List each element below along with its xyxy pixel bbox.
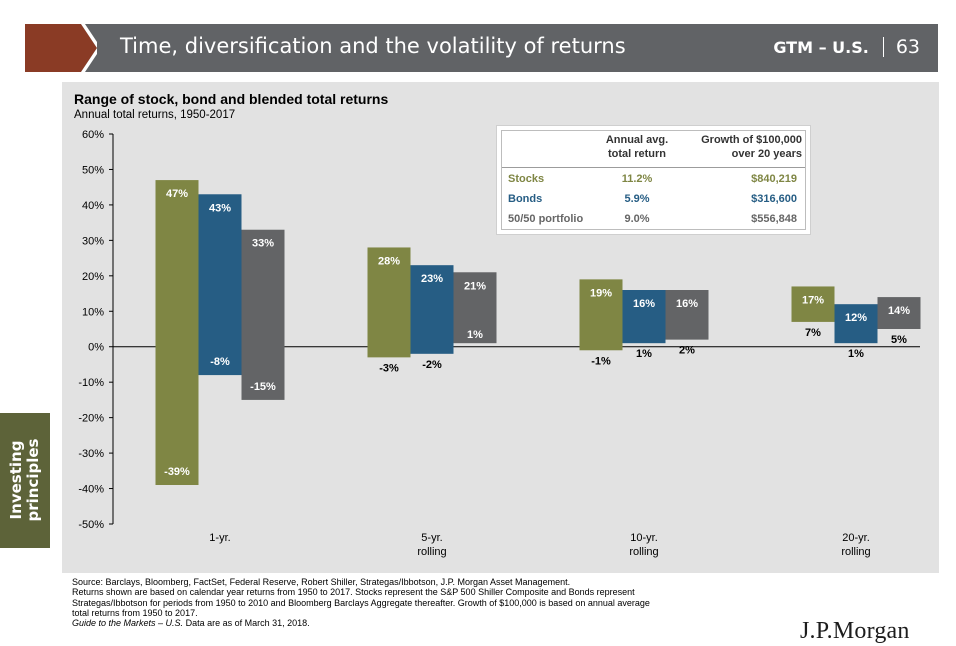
side-tab bbox=[0, 413, 50, 548]
chart-subtitle: Annual total returns, 1950-2017 bbox=[74, 109, 236, 121]
header-annual-return-line1: Annual avg. bbox=[605, 134, 669, 146]
jpmorgan-logo: J.P.Morgan bbox=[800, 618, 910, 644]
bar-high-label: 21% bbox=[464, 280, 486, 292]
bar-bonds bbox=[622, 290, 666, 344]
bar-stocks bbox=[155, 180, 199, 485]
header-right: GTM – U.S. 63 bbox=[773, 36, 920, 58]
bar-low-label: -15% bbox=[250, 381, 276, 393]
bar-low-label: -3% bbox=[379, 362, 399, 374]
header-accent-arrow bbox=[25, 24, 97, 72]
bar-portfolio bbox=[453, 272, 497, 344]
y-tick-label: -10% bbox=[78, 377, 104, 389]
summary-table-inner: Annual avg. total return Growth of $100,… bbox=[501, 130, 806, 230]
x-category-label: 5-yr. bbox=[421, 532, 442, 544]
header-divider bbox=[882, 37, 884, 57]
y-tick-label: -30% bbox=[78, 448, 104, 460]
bar-high-label: 43% bbox=[209, 202, 231, 214]
table-row-bonds: Bonds 5.9% $316,600 bbox=[502, 193, 805, 213]
bar-high-label: 28% bbox=[378, 255, 400, 267]
row-return: 5.9% bbox=[624, 193, 650, 205]
bar-high-label: 16% bbox=[676, 298, 698, 310]
row-name: 50/50 portfolio bbox=[508, 213, 584, 225]
footnote-guide: Guide to the Markets – U.S. bbox=[72, 618, 184, 629]
page-title: Time, diversification and the volatility… bbox=[120, 34, 626, 58]
bar-low-label: -8% bbox=[210, 356, 230, 368]
footnote-line: Source: Barclays, Bloomberg, FactSet, Fe… bbox=[72, 577, 571, 587]
x-category-label: rolling bbox=[417, 546, 446, 558]
y-tick-label: 0% bbox=[88, 342, 104, 354]
bar-portfolio bbox=[877, 297, 921, 329]
y-tick-label: 10% bbox=[82, 306, 104, 318]
gtm-label: GTM – U.S. bbox=[773, 37, 869, 57]
summary-table: Annual avg. total return Growth of $100,… bbox=[497, 126, 810, 234]
bar-low-label: -39% bbox=[164, 466, 190, 478]
header-annual-return-line2: total return bbox=[607, 148, 667, 160]
chart-title: Range of stock, bond and blended total r… bbox=[74, 91, 389, 107]
bar-portfolio bbox=[665, 290, 709, 340]
row-growth: $316,600 bbox=[751, 193, 797, 205]
bar-high-label: 14% bbox=[888, 305, 910, 317]
bar-high-label: 12% bbox=[845, 312, 867, 324]
header-bar bbox=[25, 24, 938, 72]
table-row-portfolio: 50/50 portfolio 9.0% $556,848 bbox=[502, 213, 805, 233]
y-tick-label: 60% bbox=[82, 129, 104, 141]
bar-high-label: 23% bbox=[421, 273, 443, 285]
y-tick-label: 40% bbox=[82, 200, 104, 212]
bar-high-label: 16% bbox=[633, 298, 655, 310]
bar-low-label: 5% bbox=[891, 334, 907, 346]
bar-high-label: 19% bbox=[590, 287, 612, 299]
bar-bonds bbox=[198, 194, 242, 376]
bar-low-label: -1% bbox=[591, 355, 611, 367]
header-growth-line1: Growth of $100,000 bbox=[701, 134, 802, 146]
bar-low-label: 1% bbox=[467, 329, 483, 341]
bar-portfolio bbox=[241, 229, 285, 400]
bar-bonds bbox=[410, 265, 454, 354]
bar-low-label: -2% bbox=[422, 359, 442, 371]
x-category-label: 1-yr. bbox=[209, 532, 230, 544]
table-row-stocks: Stocks 11.2% $840,219 bbox=[502, 173, 805, 193]
table-divider bbox=[502, 167, 805, 168]
bar-low-label: 2% bbox=[679, 345, 695, 357]
footnote-date: Data are as of March 31, 2018. bbox=[183, 618, 310, 629]
y-tick-label: -50% bbox=[78, 519, 104, 531]
bar-stocks bbox=[367, 247, 411, 358]
header-growth-line2: over 20 years bbox=[731, 148, 802, 160]
y-tick-label: 50% bbox=[82, 164, 104, 176]
footnote-line: Strategas/Ibbotson for periods from 1950… bbox=[72, 597, 650, 608]
x-category-label: rolling bbox=[841, 546, 870, 558]
header-annual-return: Annual avg. total return bbox=[592, 133, 682, 161]
bar-high-label: 17% bbox=[802, 294, 824, 306]
footnote-line: Returns shown are based on calendar year… bbox=[72, 587, 635, 598]
x-category-label: rolling bbox=[629, 546, 658, 558]
x-category-label: 20-yr. bbox=[842, 532, 870, 544]
y-tick-label: -40% bbox=[78, 484, 104, 496]
row-growth: $840,219 bbox=[751, 173, 797, 185]
row-name: Bonds bbox=[508, 193, 543, 205]
bar-stocks bbox=[579, 279, 623, 351]
header-growth: Growth of $100,000 over 20 years bbox=[682, 133, 802, 161]
page-number: 63 bbox=[895, 36, 920, 58]
bar-high-label: 47% bbox=[166, 188, 188, 200]
bar-high-label: 33% bbox=[252, 238, 274, 250]
y-tick-label: 30% bbox=[82, 235, 104, 247]
row-growth: $556,848 bbox=[751, 213, 797, 225]
bar-bonds bbox=[834, 304, 878, 344]
row-return: 9.0% bbox=[624, 213, 650, 225]
bar-low-label: 1% bbox=[848, 348, 864, 360]
bar-low-label: 1% bbox=[636, 348, 652, 360]
y-tick-label: -20% bbox=[78, 413, 104, 425]
bar-low-label: 7% bbox=[805, 327, 821, 339]
y-tick-label: 20% bbox=[82, 271, 104, 283]
footnote-guide-line: Guide to the Markets – U.S. Data are as … bbox=[72, 618, 792, 628]
bar-stocks bbox=[791, 286, 835, 322]
x-category-label: 10-yr. bbox=[630, 532, 658, 544]
footnote: Source: Barclays, Bloomberg, FactSet, Fe… bbox=[72, 577, 792, 628]
row-name: Stocks bbox=[508, 173, 545, 185]
footnote-line: total returns from 1950 to 2017. bbox=[72, 607, 198, 618]
row-return: 11.2% bbox=[621, 173, 653, 185]
